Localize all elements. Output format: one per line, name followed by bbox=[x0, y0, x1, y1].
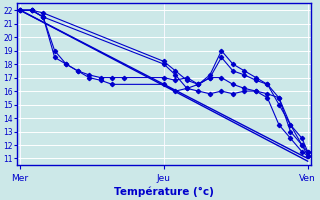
X-axis label: Température (°c): Température (°c) bbox=[114, 186, 214, 197]
